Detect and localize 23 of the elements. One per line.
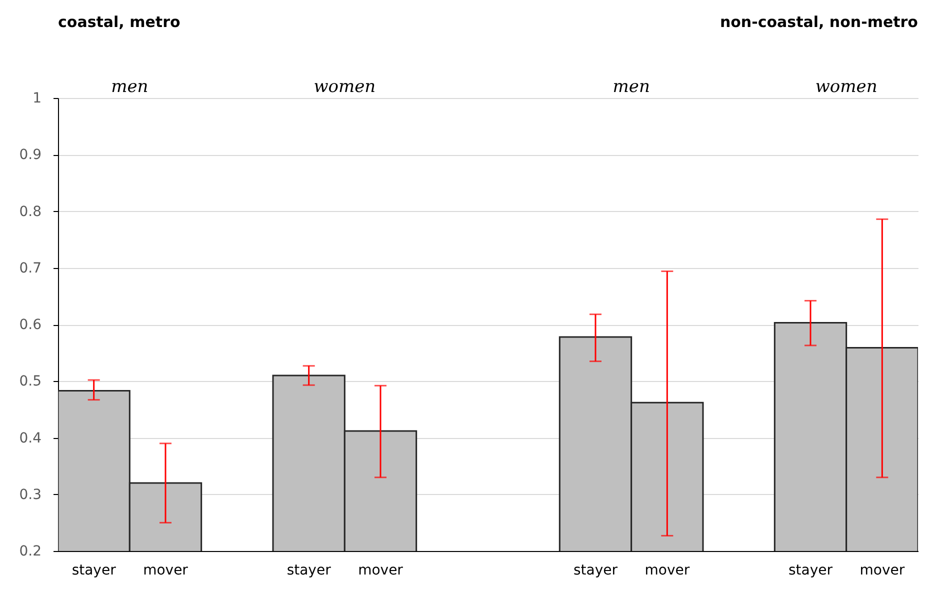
text: women [314,77,376,97]
x-tick-label: mover [860,562,905,578]
x-tick-label: stayer [286,562,332,578]
y-tick-label: 0.2 [19,544,42,560]
x-tick-label: mover [143,562,188,578]
text: coastal, metro [58,13,180,31]
y-tick-label: 0.4 [19,430,42,446]
x-tick-label: stayer [788,562,833,578]
x-tick-label: mover [644,562,690,578]
x-tick-label: stayer [573,562,618,578]
text: women [815,77,878,97]
y-tick-label: 1 [32,90,42,106]
y-tick-label: 0.9 [19,147,42,164]
y-tick-label: 0.5 [19,374,42,390]
text: men [111,77,148,97]
y-tick-label: 0.7 [19,260,42,276]
x-tick-label: stayer [72,562,116,578]
x-tick-label: mover [358,562,404,578]
y-tick-label: 0.3 [19,486,42,503]
text: men [612,77,650,97]
y-tick-label: 0.8 [19,204,42,220]
y-tick-label: 0.6 [19,317,42,333]
text: non-coastal, non-metro [720,13,918,31]
